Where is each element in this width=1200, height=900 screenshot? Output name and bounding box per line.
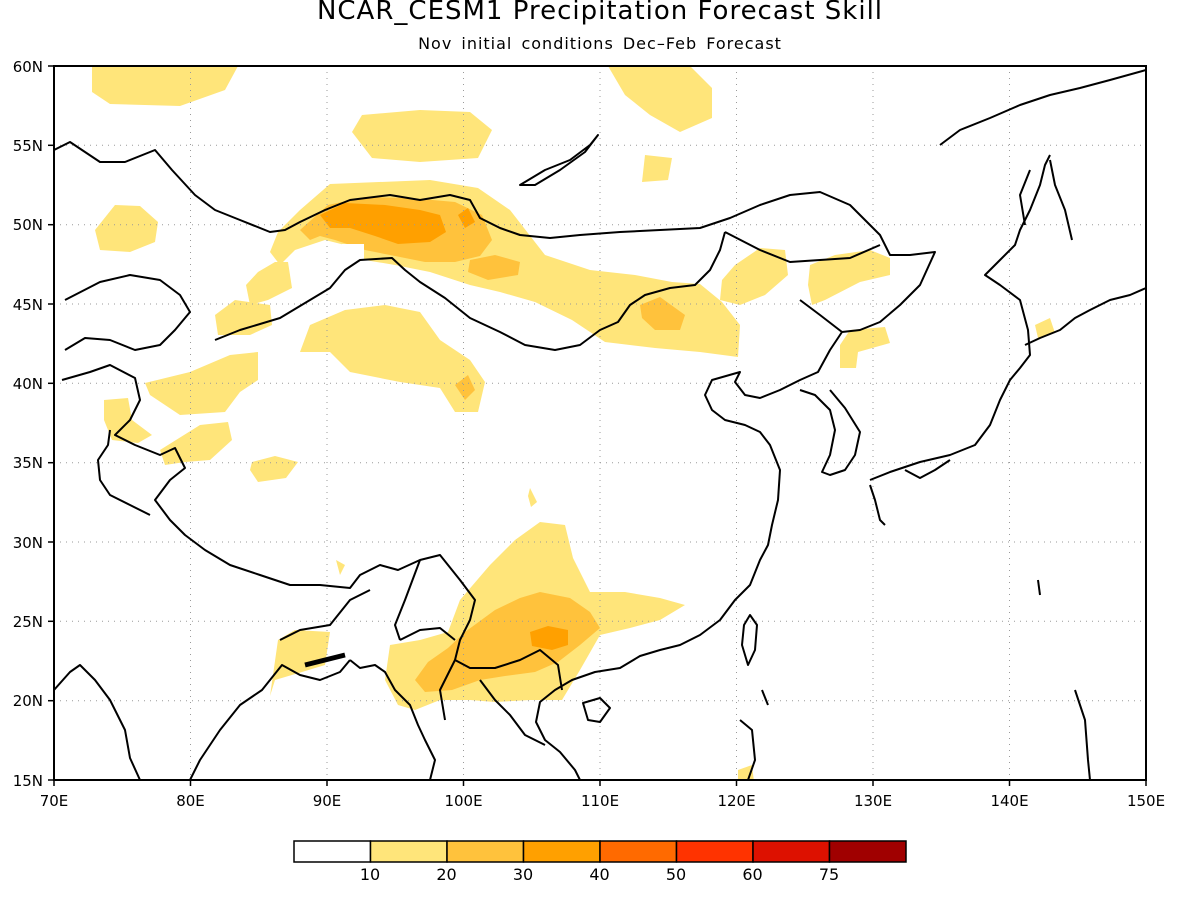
lon-tick-label: 100E [444,792,482,810]
coastline [799,389,861,476]
lat-tick-label: 50N [13,216,43,234]
shade-region [528,488,537,507]
lon-tick-label: 150E [1127,792,1165,810]
lon-tick-label: 80E [176,792,205,810]
coastline [869,154,1051,481]
coastline [519,134,599,186]
shade-region [92,66,238,106]
skill-contours [92,66,1055,780]
lat-tick-label: 60N [13,58,43,76]
shade-region [840,327,890,368]
colorbar: 10 20 30 40 50 60 75 [293,840,907,884]
lon-tick-label: 90E [313,792,342,810]
coastline [741,614,758,666]
lat-tick-labels: 15N 20N 25N 30N 35N 40N 45N 50N 55N 60N [13,58,43,790]
colorbar-swatch [599,840,678,863]
shade-region [246,262,292,305]
grid [54,66,1146,780]
shade-region [640,297,685,330]
lon-tick-label: 120E [717,792,755,810]
coastline [939,69,1146,146]
shade-region [160,422,232,465]
lat-tick-label: 35N [13,454,43,472]
shade-region [336,560,345,575]
coastline [1019,159,1073,241]
colorbar-label: 50 [666,865,686,884]
coastline [304,652,346,668]
shade-region [320,203,446,244]
shade-region [415,592,600,692]
shade-region [642,155,672,182]
shade-region [455,375,475,400]
coastline [582,697,611,723]
lat-tick-label: 20N [13,692,43,710]
colorbar-swatch [522,840,601,863]
colorbar-swatch [828,840,907,863]
masked-area [342,244,364,272]
shade-region [530,626,568,650]
lon-tick-label: 130E [854,792,892,810]
colorbar-swatch [675,840,754,863]
colorbar-swatch [369,840,448,863]
colorbar-label: 10 [360,865,380,884]
border [214,231,726,351]
border [279,559,456,641]
colorbar-label: 30 [513,865,533,884]
coastline [64,274,191,351]
lat-tick-label: 25N [13,613,43,631]
shade-region [270,630,330,696]
coastline [869,459,951,526]
coastline [1037,579,1041,596]
colorbar-label: 60 [742,865,762,884]
border [439,659,546,746]
lat-tick-label: 30N [13,534,43,552]
tick-marks [48,65,1147,786]
coastline [1074,689,1091,780]
lat-tick-label: 45N [13,296,43,314]
shade-region [720,248,788,305]
coastline [189,659,351,780]
shade-region [250,456,298,482]
border [97,429,151,516]
coastline [739,689,769,780]
shade-region [352,110,492,162]
lon-tick-label: 140E [990,792,1028,810]
coastline [1024,287,1146,346]
map-title: NCAR_CESM1 Precipitation Forecast Skill [316,0,884,26]
lon-tick-label: 70E [40,792,69,810]
lat-tick-label: 40N [13,375,43,393]
colorbar-label: 20 [436,865,456,884]
colorbar-swatch [752,840,831,863]
shade-region [808,250,890,305]
colorbar-swatch [446,840,525,863]
shade-region [458,208,475,228]
coastlines-borders [54,69,1146,780]
shade-region [145,352,258,415]
shade-region [608,66,712,132]
colorbar-label: 75 [819,865,839,884]
colorbar-swatch [293,840,372,863]
shade-region [95,205,158,252]
coastline [349,659,436,780]
colorbar-label: 40 [589,865,609,884]
lat-tick-label: 55N [13,137,43,155]
map-subtitle: Nov initial conditions Dec–Feb Forecast [418,34,782,53]
border [724,231,881,333]
lon-tick-labels: 70E 80E 90E 100E 110E 120E 130E 140E 150… [40,792,1165,810]
lat-tick-label: 15N [13,772,43,790]
coastline [54,664,141,780]
lon-tick-label: 110E [581,792,619,810]
shade-region [104,398,152,443]
shade-region [300,305,485,412]
shade-region [468,255,520,280]
shade-region [215,300,272,335]
coastline [54,141,936,780]
